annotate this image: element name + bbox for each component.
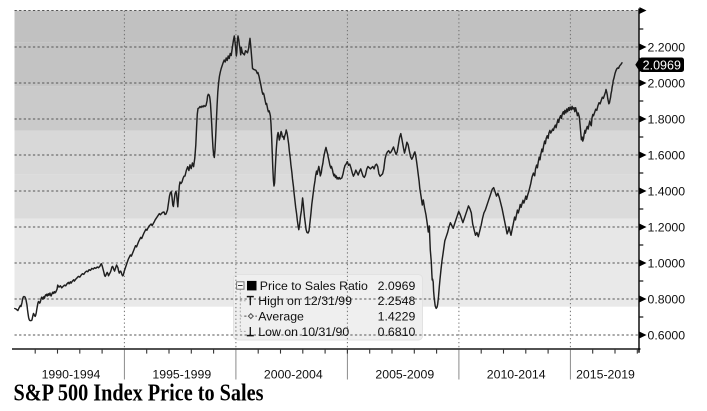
svg-text:S&P 500 Index Price to Sales: S&P 500 Index Price to Sales [14,381,264,407]
svg-text:Average: Average [258,310,304,324]
svg-text:2.0969: 2.0969 [378,279,416,293]
svg-text:1.4000: 1.4000 [648,184,686,198]
svg-text:1.4229: 1.4229 [378,310,416,324]
svg-text:1.8000: 1.8000 [648,112,686,126]
svg-text:2015-2019: 2015-2019 [576,368,635,382]
svg-text:0.6000: 0.6000 [648,328,686,342]
svg-text:0.6810: 0.6810 [378,325,416,339]
svg-text:Price to Sales Ratio: Price to Sales Ratio [260,279,368,293]
svg-text:1.2000: 1.2000 [648,220,686,234]
svg-text:1.0000: 1.0000 [648,256,686,270]
svg-text:High on 12/31/99: High on 12/31/99 [258,294,352,308]
svg-text:2.2548: 2.2548 [378,294,416,308]
svg-text:2005-2009: 2005-2009 [375,368,434,382]
svg-text:Low on 10/31/90: Low on 10/31/90 [258,325,349,339]
svg-text:0.8000: 0.8000 [648,292,686,306]
svg-text:1990-1994: 1990-1994 [42,368,101,382]
svg-text:2.0000: 2.0000 [648,76,686,90]
svg-text:1.6000: 1.6000 [648,148,686,162]
svg-text:2010-2014: 2010-2014 [487,368,546,382]
svg-text:1995-1999: 1995-1999 [152,368,211,382]
svg-text:2.2000: 2.2000 [648,40,686,54]
svg-text:2000-2004: 2000-2004 [264,368,323,382]
svg-text:2.0969: 2.0969 [643,58,681,72]
